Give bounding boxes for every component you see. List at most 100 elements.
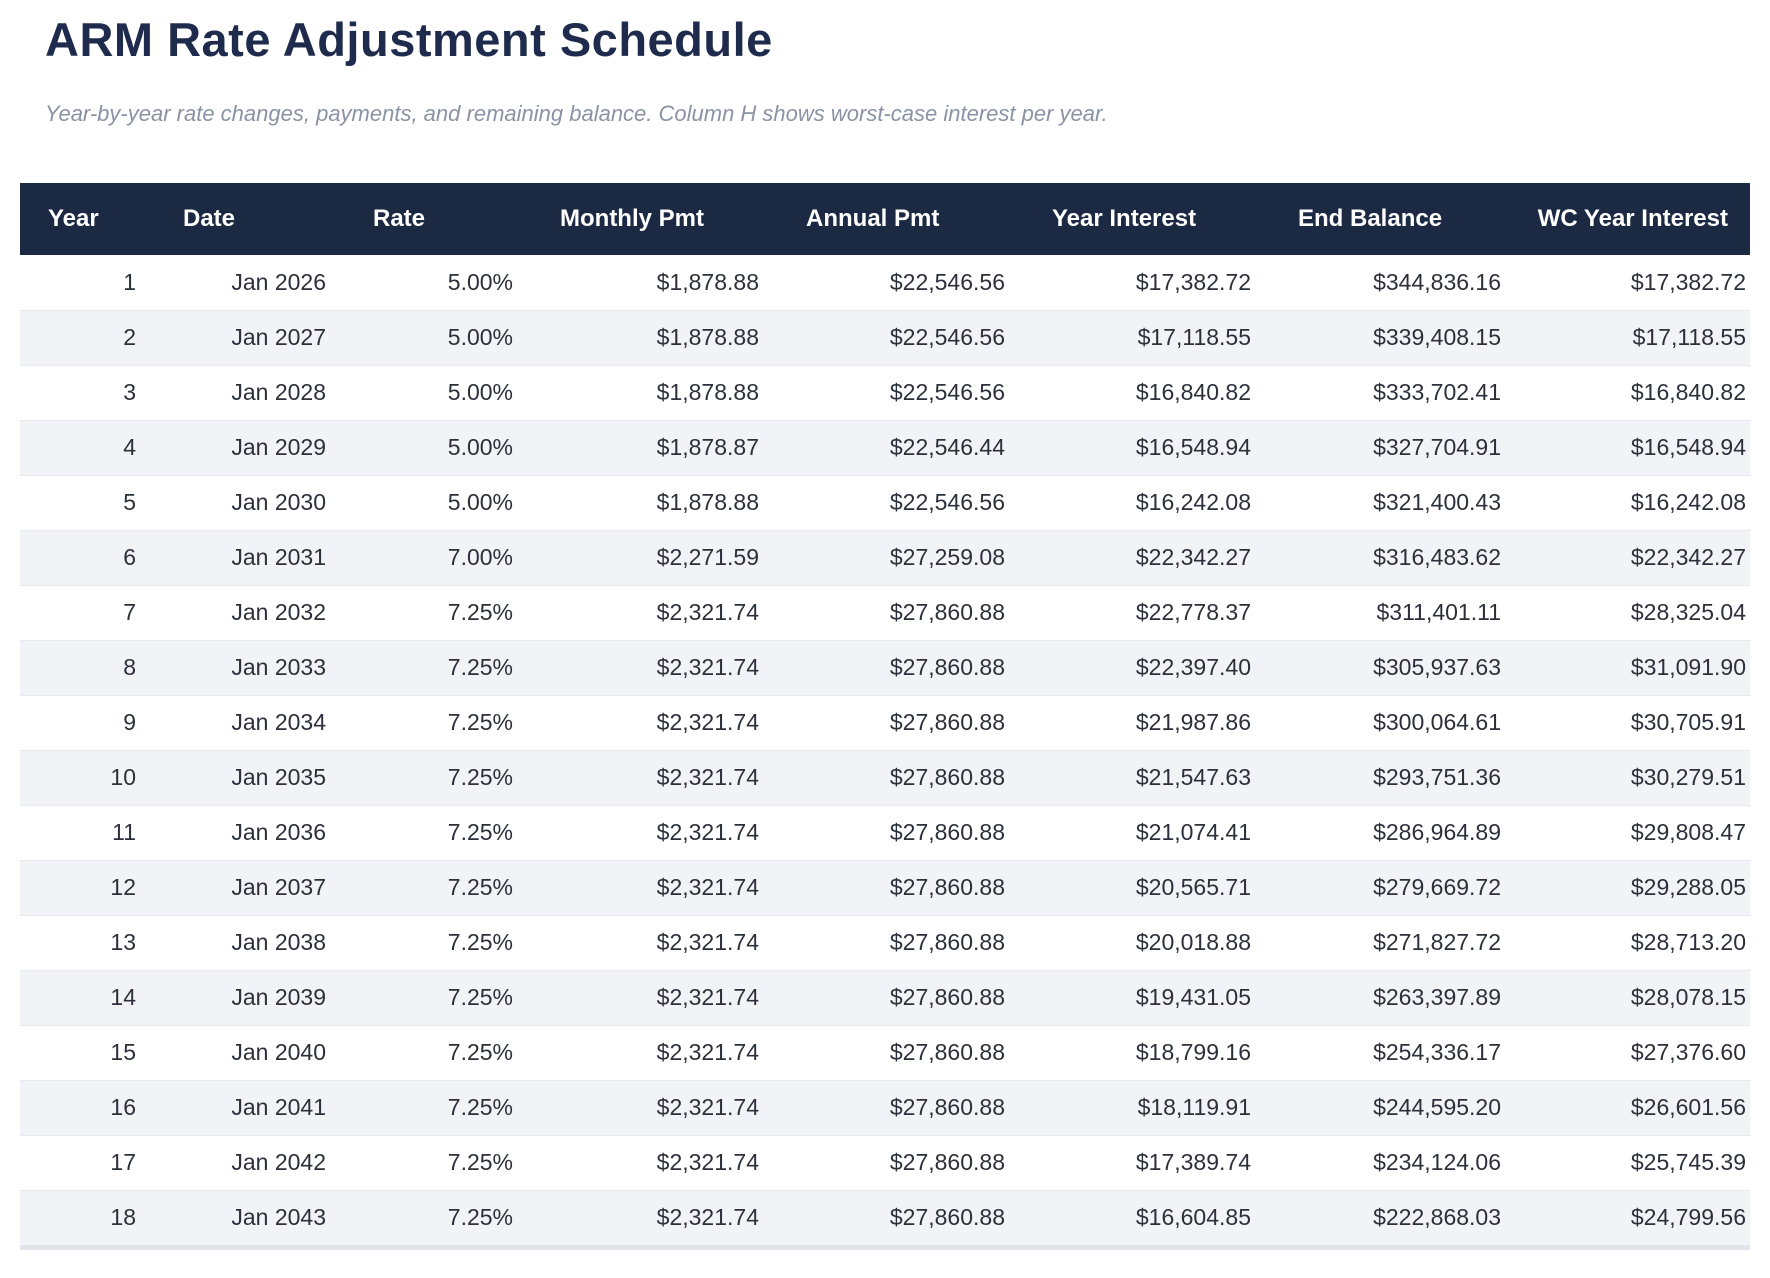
table-row: 2 Jan 2027 5.00% $1,878.88 $22,546.56 $17,118…	[20, 310, 1750, 365]
cell-annual-pmt: $27,860.88	[889, 929, 1005, 955]
table-bottom-edge	[20, 1245, 1750, 1250]
report-page: ARM Rate Adjustment Schedule Year-by-yea…	[0, 12, 1770, 1250]
cell-wc-year-interest: $28,713.20	[1630, 929, 1746, 955]
cell-date: Jan 2026	[231, 268, 326, 295]
cell-wc-year-interest: $27,376.60	[1630, 1039, 1746, 1065]
cell-year-interest: $21,987.86	[1135, 709, 1251, 735]
cell-year-interest: $17,118.55	[1137, 324, 1251, 350]
cell-year: 8	[123, 654, 136, 680]
cell-wc-year-interest: $17,382.72	[1630, 268, 1746, 295]
cell-year-interest: $17,382.72	[1135, 268, 1251, 295]
cell-year: 16	[110, 1094, 136, 1120]
cell-year: 10	[110, 764, 136, 790]
table-body: 1 Jan 2026 5.00% $1,878.88 $22,546.56 $17,382…	[20, 255, 1750, 1245]
cell-end-balance: $327,704.91	[1373, 434, 1501, 460]
cell-end-balance: $344,836.16	[1373, 268, 1501, 295]
cell-wc-year-interest: $16,840.82	[1630, 379, 1746, 405]
cell-year: 4	[123, 434, 136, 460]
cell-wc-year-interest: $30,279.51	[1630, 764, 1746, 790]
table-header: Year Date Rate Monthly Pmt Annual Pmt Ye…	[20, 183, 1750, 255]
cell-rate: 5.00%	[447, 268, 513, 295]
cell-rate: 5.00%	[447, 379, 513, 405]
cell-end-balance: $293,751.36	[1373, 764, 1501, 790]
cell-wc-year-interest: $16,548.94	[1630, 434, 1746, 460]
cell-year-interest: $20,565.71	[1135, 874, 1251, 900]
cell-year-interest: $18,119.91	[1137, 1094, 1251, 1120]
cell-year-interest: $18,799.16	[1135, 1039, 1251, 1065]
cell-monthly-pmt: $1,878.88	[656, 489, 759, 515]
cell-wc-year-interest: $26,601.56	[1630, 1094, 1746, 1120]
cell-date: Jan 2040	[231, 1039, 326, 1065]
cell-monthly-pmt: $2,321.74	[656, 709, 759, 735]
cell-year: 18	[110, 1204, 136, 1231]
cell-wc-year-interest: $22,342.27	[1630, 544, 1746, 570]
cell-wc-year-interest: $24,799.56	[1630, 1204, 1746, 1231]
cell-date: Jan 2031	[231, 544, 326, 570]
cell-year: 15	[110, 1039, 136, 1065]
cell-monthly-pmt: $2,321.74	[656, 874, 759, 900]
cell-year-interest: $17,389.74	[1135, 1149, 1251, 1175]
cell-annual-pmt: $27,860.88	[889, 984, 1005, 1010]
cell-rate: 7.25%	[447, 874, 513, 900]
cell-wc-year-interest: $16,242.08	[1630, 489, 1746, 515]
header-row: Year Date Rate Monthly Pmt Annual Pmt Ye…	[20, 183, 1750, 255]
cell-end-balance: $279,669.72	[1373, 874, 1501, 900]
cell-year: 7	[123, 599, 136, 625]
cell-year: 14	[110, 984, 136, 1010]
cell-year: 3	[123, 379, 136, 405]
cell-date: Jan 2034	[231, 709, 326, 735]
table-row: 13 Jan 2038 7.25% $2,321.74 $27,860.88 $20,01…	[20, 915, 1750, 970]
table-row: 12 Jan 2037 7.25% $2,321.74 $27,860.88 $20,56…	[20, 860, 1750, 915]
cell-monthly-pmt: $1,878.88	[656, 268, 759, 295]
cell-end-balance: $305,937.63	[1373, 654, 1501, 680]
cell-year: 13	[110, 929, 136, 955]
table-row: 18 Jan 2043 7.25% $2,321.74 $27,860.88 $16,60…	[20, 1190, 1750, 1245]
cell-end-balance: $311,401.11	[1376, 599, 1502, 625]
cell-monthly-pmt: $2,321.74	[656, 654, 759, 680]
cell-rate: 7.25%	[447, 1149, 513, 1175]
cell-rate: 7.25%	[447, 819, 513, 845]
cell-annual-pmt: $27,860.88	[889, 599, 1005, 625]
cell-year-interest: $16,548.94	[1135, 434, 1251, 460]
cell-wc-year-interest: $28,325.04	[1630, 599, 1746, 625]
cell-end-balance: $333,702.41	[1373, 379, 1501, 405]
cell-wc-year-interest: $29,288.05	[1630, 874, 1746, 900]
table-row: 15 Jan 2040 7.25% $2,321.74 $27,860.88 $18,79…	[20, 1025, 1750, 1080]
cell-annual-pmt: $27,860.88	[889, 1149, 1005, 1175]
table-row: 17 Jan 2042 7.25% $2,321.74 $27,860.88 $17,38…	[20, 1135, 1750, 1190]
cell-monthly-pmt: $2,321.74	[656, 984, 759, 1010]
cell-annual-pmt: $22,546.56	[889, 489, 1005, 515]
cell-rate: 7.00%	[447, 544, 513, 570]
table-row: 11 Jan 2036 7.25% $2,321.74 $27,860.88 $21,07…	[20, 805, 1750, 860]
arm-schedule-table: Year Date Rate Monthly Pmt Annual Pmt Ye…	[20, 183, 1750, 1245]
cell-monthly-pmt: $2,321.74	[656, 1204, 759, 1231]
cell-annual-pmt: $22,546.56	[889, 324, 1005, 350]
cell-rate: 7.25%	[447, 764, 513, 790]
column-header-rate: Rate	[345, 183, 532, 255]
cell-annual-pmt: $27,259.08	[889, 544, 1005, 570]
table-row: 16 Jan 2041 7.25% $2,321.74 $27,860.88 $18,11…	[20, 1080, 1750, 1135]
cell-annual-pmt: $27,860.88	[889, 1204, 1005, 1231]
table-row: 7 Jan 2032 7.25% $2,321.74 $27,860.88 $22,778…	[20, 585, 1750, 640]
table-row: 14 Jan 2039 7.25% $2,321.74 $27,860.88 $19,43…	[20, 970, 1750, 1025]
cell-rate: 7.25%	[447, 654, 513, 680]
cell-end-balance: $286,964.89	[1373, 819, 1501, 845]
cell-rate: 5.00%	[447, 434, 513, 460]
cell-rate: 7.25%	[447, 929, 513, 955]
column-header-year: Year	[20, 183, 155, 255]
cell-date: Jan 2029	[231, 434, 326, 460]
cell-rate: 7.25%	[447, 1204, 513, 1231]
cell-date: Jan 2035	[231, 764, 326, 790]
cell-year: 9	[123, 709, 136, 735]
cell-end-balance: $271,827.72	[1373, 929, 1501, 955]
page-title: ARM Rate Adjustment Schedule	[45, 13, 773, 66]
cell-monthly-pmt: $1,878.88	[656, 379, 759, 405]
cell-date: Jan 2038	[231, 929, 326, 955]
cell-wc-year-interest: $29,808.47	[1630, 819, 1746, 845]
cell-monthly-pmt: $2,321.74	[656, 599, 759, 625]
cell-annual-pmt: $22,546.44	[889, 434, 1005, 460]
cell-year-interest: $21,074.41	[1135, 819, 1251, 845]
cell-end-balance: $234,124.06	[1373, 1149, 1501, 1175]
cell-annual-pmt: $27,860.88	[889, 874, 1005, 900]
cell-year: 12	[110, 874, 136, 900]
